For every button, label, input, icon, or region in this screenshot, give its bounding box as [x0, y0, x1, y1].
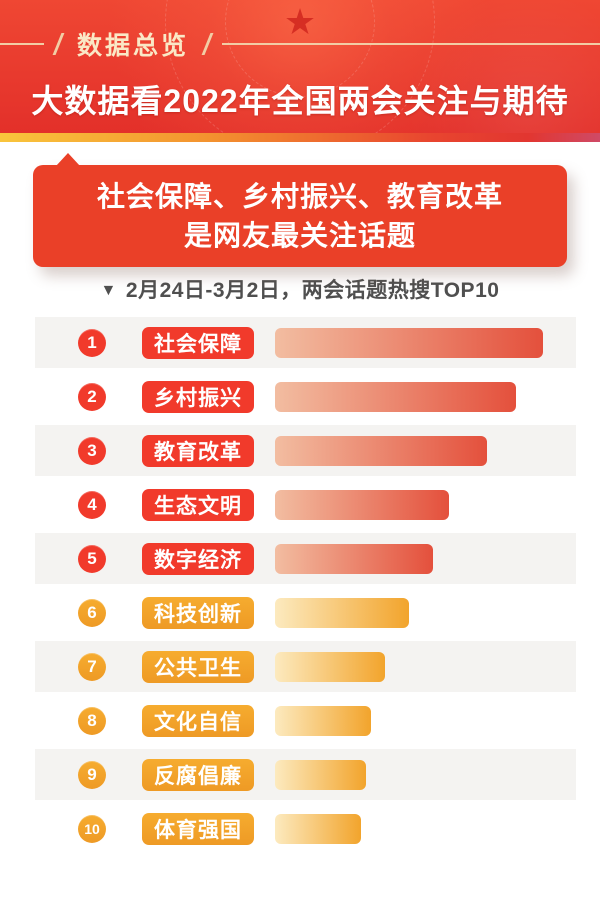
- rank-badge: 9: [78, 760, 106, 789]
- topic-label: 社会保障: [142, 326, 254, 359]
- table-row: 1 社会保障: [35, 317, 576, 368]
- topic-bar: [275, 543, 433, 574]
- topic-label: 体育强国: [142, 812, 254, 845]
- poster-header: ★ 数据总览 大数据看2022年全国两会关注与期待: [0, 0, 600, 142]
- rank-badge: 8: [78, 706, 106, 735]
- table-row: 4 生态文明: [35, 479, 576, 530]
- banner-text-line2: 是网友最关注话题: [183, 220, 416, 251]
- topic-label: 科技创新: [142, 596, 254, 629]
- banner-text-line1: 社会保障、乡村振兴、教育改革: [96, 181, 503, 212]
- table-row: 7 公共卫生: [35, 641, 576, 692]
- header-gradient-stripe: [0, 133, 600, 142]
- topic-bar: [275, 651, 385, 682]
- tagline-line-left: [0, 42, 44, 45]
- topic-label: 数字经济: [142, 542, 254, 575]
- topic-label: 生态文明: [142, 488, 254, 521]
- topic-bar: [275, 381, 516, 412]
- topic-bar: [275, 489, 449, 520]
- rank-badge: 3: [78, 436, 106, 465]
- highlight-banner: 社会保障、乡村振兴、教育改革 是网友最关注话题: [33, 153, 567, 267]
- triangle-down-icon: ▼: [100, 282, 117, 299]
- chart-subtitle-text: 2月24日-3月2日，两会话题热搜TOP10: [125, 279, 500, 302]
- slash-icon: [201, 32, 214, 55]
- star-icon: ★: [283, 1, 317, 42]
- slash-icon: [52, 32, 65, 55]
- rank-badge: 1: [78, 328, 106, 357]
- banner-pointer-triangle: [56, 153, 80, 166]
- header-red-band: ★ 数据总览 大数据看2022年全国两会关注与期待: [0, 0, 600, 133]
- table-row: 5 数字经济: [35, 533, 576, 584]
- topic-list: 1 社会保障 2 乡村振兴 3 教育改革 4 生态文明 5 数字经济 6 科技创…: [0, 317, 600, 854]
- topic-label: 乡村振兴: [142, 380, 254, 413]
- topic-bar: [275, 597, 409, 628]
- topic-bar: [275, 705, 371, 736]
- table-row: 3 教育改革: [35, 425, 576, 476]
- rank-badge: 6: [78, 598, 106, 627]
- rank-badge: 10: [78, 814, 106, 843]
- topic-bar: [275, 759, 366, 790]
- topic-bar: [275, 327, 543, 358]
- topic-label: 反腐倡廉: [142, 758, 254, 791]
- table-row: 6 科技创新: [35, 587, 576, 638]
- tagline-row: 数据总览: [0, 30, 600, 60]
- rank-badge: 5: [78, 544, 106, 573]
- page-title: 大数据看2022年全国两会关注与期待: [31, 83, 569, 119]
- rank-badge: 7: [78, 652, 106, 681]
- chart-subtitle: ▼ 2月24日-3月2日，两会话题热搜TOP10: [0, 279, 600, 305]
- topic-bar: [275, 435, 487, 466]
- rank-badge: 4: [78, 490, 106, 519]
- table-row: 10 体育强国: [35, 803, 576, 854]
- topic-label: 公共卫生: [142, 650, 254, 683]
- topic-bar: [275, 813, 361, 844]
- table-row: 2 乡村振兴: [35, 371, 576, 422]
- rank-badge: 2: [78, 382, 106, 411]
- table-row: 9 反腐倡廉: [35, 749, 576, 800]
- topic-label: 教育改革: [142, 434, 254, 467]
- table-row: 8 文化自信: [35, 695, 576, 746]
- tagline-line-right: [222, 42, 600, 45]
- tagline-label: 数据总览: [77, 31, 190, 60]
- topic-label: 文化自信: [142, 704, 254, 737]
